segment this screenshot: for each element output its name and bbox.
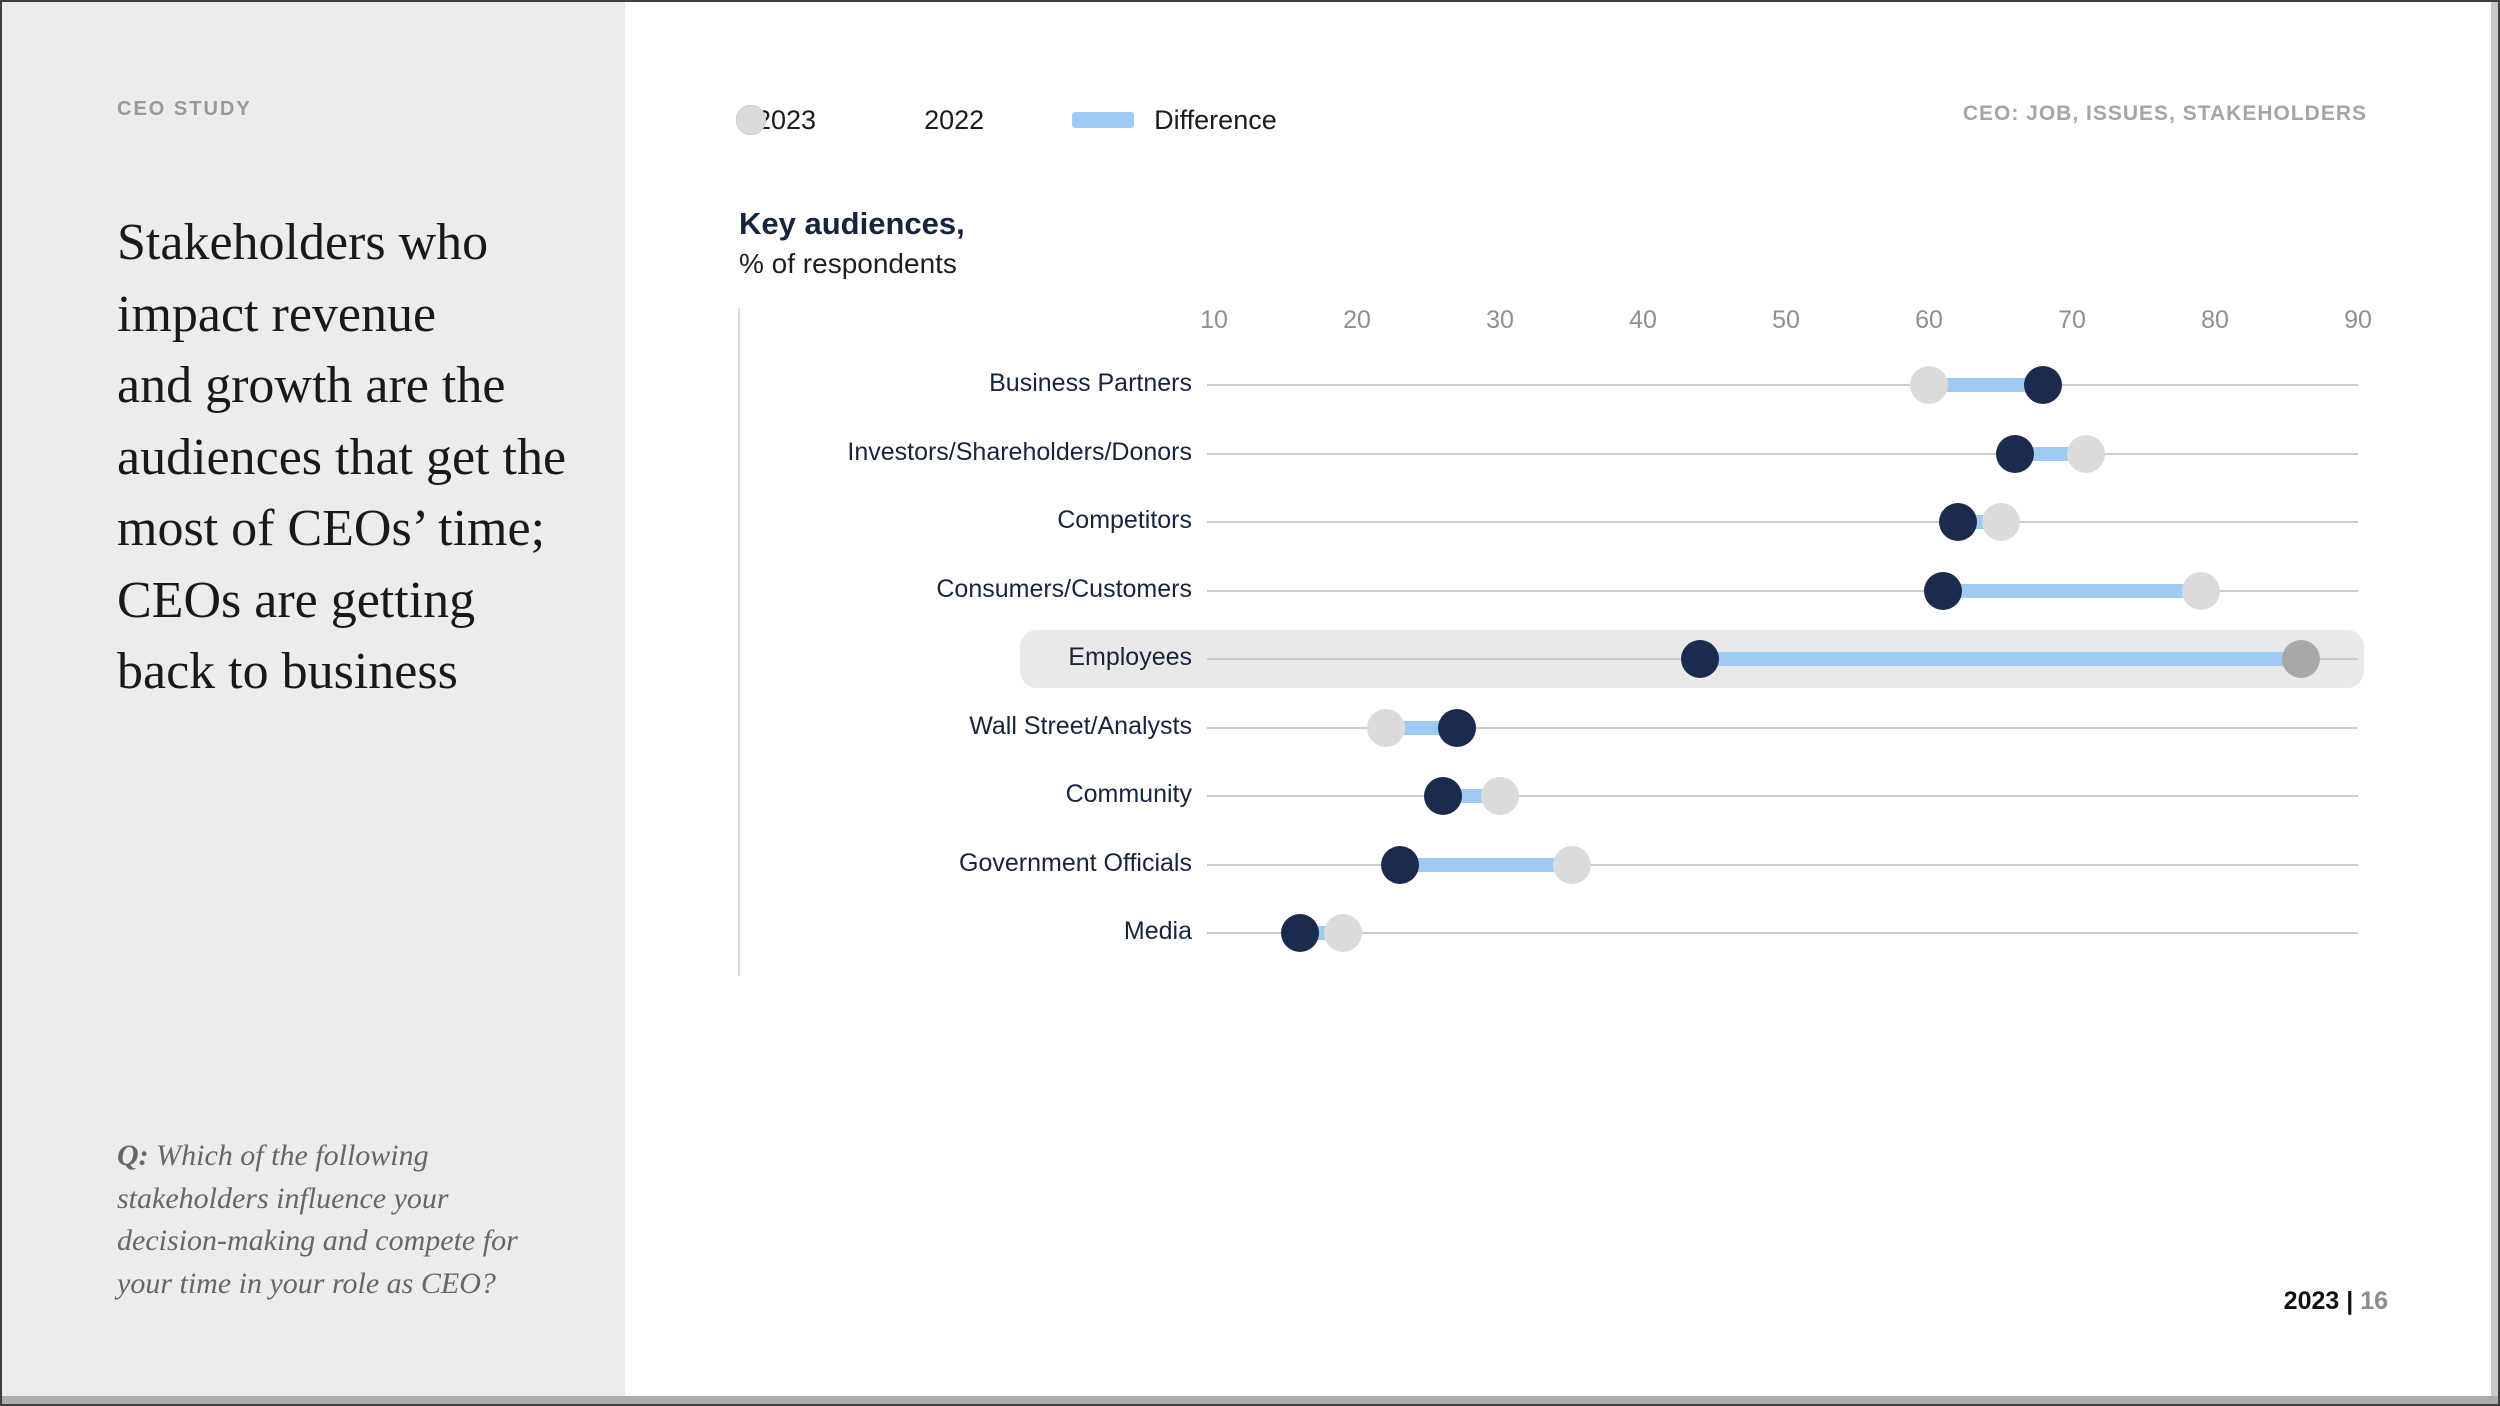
screenshot-bottom-edge — [2, 1396, 2498, 1404]
chart-title: Key audiences, — [739, 206, 965, 241]
footer-page-number: 16 — [2360, 1287, 2388, 1315]
row-label-business-partners: Business Partners — [989, 369, 1192, 397]
footer-separator: | — [2339, 1287, 2361, 1315]
dot-2023-competitors — [1938, 503, 1977, 541]
dot-2022-government-officials — [1552, 845, 1591, 884]
legend-label-difference: Difference — [1154, 104, 1277, 135]
screenshot-right-edge — [2491, 2, 2498, 1404]
row-line-consumers-customers — [1207, 589, 2358, 592]
row-label-community: Community — [1065, 780, 1192, 808]
dot-2022-community — [1481, 777, 1519, 815]
legend: 2023 2022 Difference — [736, 102, 1277, 138]
legend-dot-2022 — [736, 105, 766, 135]
row-label-competitors: Competitors — [1057, 506, 1192, 534]
question-prefix: Q: — [117, 1139, 149, 1172]
x-axis-tick-70: 70 — [2058, 306, 2086, 334]
dot-2022-business-partners — [1910, 366, 1948, 404]
dot-2022-consumers-customers — [2181, 571, 2220, 610]
row-label-investors-shareholders-donors: Investors/Shareholders/Donors — [847, 437, 1192, 466]
dot-2022-investors-shareholders-donors — [2067, 434, 2106, 473]
page-footer: 2023 | 16 — [2284, 1287, 2388, 1316]
difference-bar-government-officials — [1399, 857, 1572, 872]
row-label-consumers-customers: Consumers/Customers — [936, 574, 1192, 603]
eyebrow-label: CEO STUDY — [117, 98, 252, 120]
dot-2022-wall-street-analysts — [1366, 708, 1405, 747]
row-line-community — [1207, 795, 2358, 797]
dot-2023-media — [1280, 914, 1319, 952]
dot-2022-employees — [2281, 640, 2320, 678]
y-axis-line — [738, 308, 740, 976]
dot-2022-media — [1323, 914, 1362, 952]
chart-subtitle: % of respondents — [739, 248, 957, 279]
dot-2022-competitors — [1981, 503, 2020, 541]
headline: Stakeholders who impact revenue and grow… — [117, 214, 567, 700]
legend-swatch-difference — [1072, 112, 1135, 128]
dot-2023-government-officials — [1380, 845, 1419, 884]
x-axis-tick-40: 40 — [1629, 306, 1657, 334]
x-axis-tick-20: 20 — [1343, 306, 1371, 334]
difference-bar-business-partners — [1929, 378, 2044, 392]
x-axis-tick-10: 10 — [1200, 306, 1228, 334]
row-line-government-officials — [1207, 863, 2358, 866]
legend-label-2023: 2023 — [756, 104, 817, 135]
x-axis-tick-80: 80 — [2201, 306, 2229, 334]
row-label-government-officials: Government Officials — [959, 848, 1192, 877]
row-label-employees: Employees — [1068, 643, 1192, 671]
legend-label-2022: 2022 — [924, 104, 985, 135]
row-line-wall-street-analysts — [1207, 726, 2358, 729]
difference-bar-employees — [1700, 652, 2301, 666]
dot-2023-business-partners — [2024, 366, 2063, 404]
x-axis-tick-60: 60 — [1915, 306, 1943, 334]
row-line-business-partners — [1207, 384, 2358, 386]
x-axis-tick-30: 30 — [1486, 306, 1514, 334]
row-line-investors-shareholders-donors — [1207, 452, 2358, 455]
dot-2023-consumers-customers — [1924, 571, 1963, 610]
dot-2023-community — [1423, 777, 1462, 815]
dot-2023-wall-street-analysts — [1438, 708, 1477, 747]
dot-2023-investors-shareholders-donors — [1995, 434, 2034, 473]
difference-bar-consumers-customers — [1943, 583, 2201, 598]
x-axis-tick-50: 50 — [1772, 306, 1800, 334]
row-label-media: Media — [1123, 917, 1192, 945]
row-line-media — [1207, 932, 2358, 934]
dot-2023-employees — [1681, 640, 1720, 678]
question-text: Which of the following stakeholders infl… — [117, 1139, 518, 1300]
survey-question: Q: Which of the following stakeholders i… — [117, 1135, 597, 1305]
row-line-competitors — [1207, 521, 2358, 523]
x-axis-tick-90: 90 — [2344, 306, 2372, 334]
section-header: CEO: JOB, ISSUES, STAKEHOLDERS — [1962, 102, 2367, 125]
row-label-wall-street-analysts: Wall Street/Analysts — [969, 711, 1192, 740]
footer-year: 2023 — [2283, 1287, 2340, 1315]
left-panel: CEO STUDY Stakeholders who impact revenu… — [2, 2, 625, 1400]
